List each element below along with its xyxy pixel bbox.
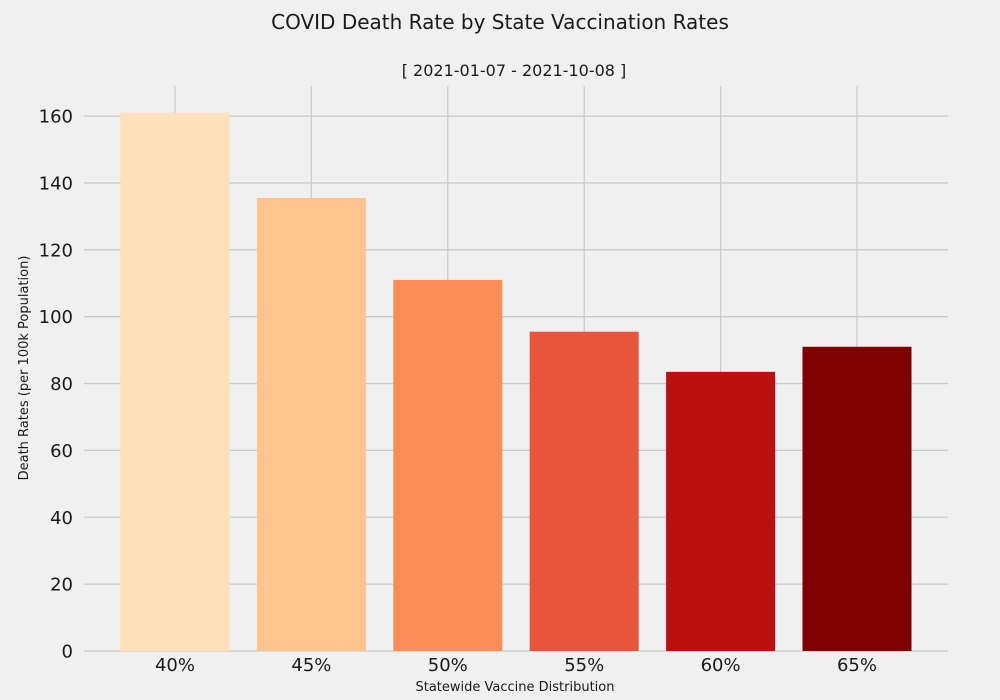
chart-title: COVID Death Rate by State Vaccination Ra… [271, 10, 729, 34]
x-tick-label: 65% [837, 655, 877, 676]
y-tick-label: 120 [39, 240, 73, 261]
x-tick-label: 45% [291, 655, 331, 676]
y-tick-label: 140 [39, 173, 73, 194]
y-tick-label: 40 [50, 508, 73, 529]
bars [120, 112, 912, 652]
x-axis-ticks: 40% 45% 50% 55% 60% 65% [155, 655, 877, 676]
y-tick-label: 80 [50, 374, 73, 395]
bar [529, 331, 639, 651]
x-tick-label: 40% [155, 655, 195, 676]
bar [120, 112, 230, 652]
y-axis-label: Death Rates (per 100k Population) [17, 256, 32, 481]
y-tick-label: 20 [50, 575, 73, 596]
x-tick-label: 55% [564, 655, 604, 676]
x-tick-label: 50% [428, 655, 468, 676]
bar [393, 279, 503, 651]
y-tick-label: 100 [39, 307, 73, 328]
y-tick-label: 160 [39, 107, 73, 128]
y-tick-label: 60 [50, 441, 73, 462]
y-axis-ticks: 0 20 40 60 80 100 120 140 160 [39, 107, 73, 663]
x-tick-label: 60% [701, 655, 741, 676]
y-tick-label: 0 [62, 642, 73, 663]
chart-subtitle: [ 2021-01-07 - 2021-10-08 ] [402, 61, 627, 80]
bar [256, 197, 366, 651]
bar [666, 371, 776, 651]
bar [802, 346, 912, 651]
x-axis-label: Statewide Vaccine Distribution [415, 680, 614, 695]
